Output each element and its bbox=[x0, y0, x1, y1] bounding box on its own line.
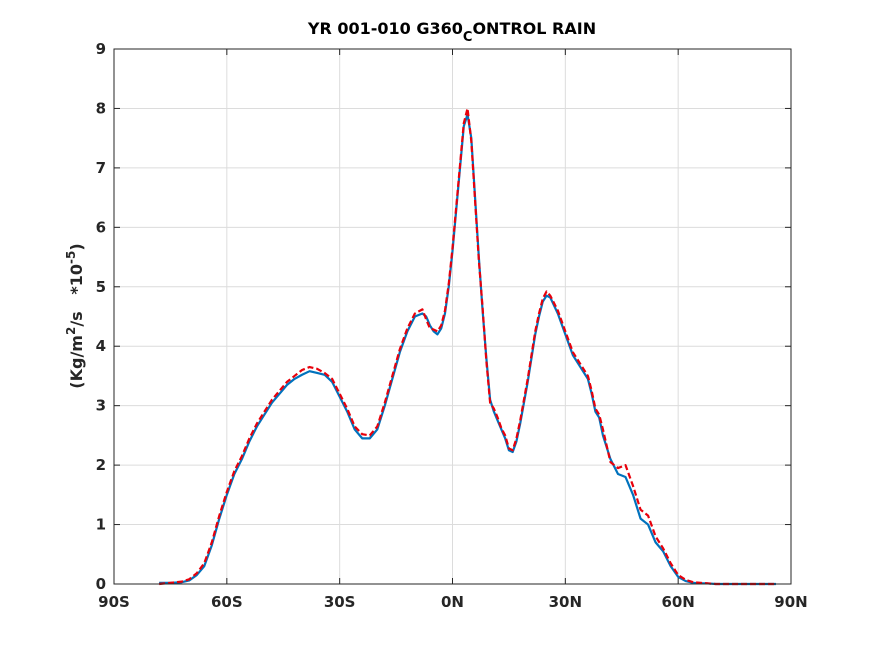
y-tick-label: 5 bbox=[96, 278, 106, 296]
y-tick-label: 1 bbox=[96, 516, 106, 534]
ylabel-suffix: ) bbox=[67, 243, 86, 250]
ticks: 90S 60S 30S 0N 30N 60N 90N 0 1 2 3 4 5 6 7 8 9 bbox=[96, 40, 808, 611]
x-tick-label: 90N bbox=[774, 593, 807, 611]
title-subscript: C bbox=[463, 30, 473, 45]
y-tick-label: 2 bbox=[96, 456, 106, 474]
title-tail: ONTROL RAIN bbox=[472, 19, 596, 38]
x-tick-label: 30N bbox=[549, 593, 582, 611]
series-layer bbox=[159, 107, 776, 586]
y-tick-label: 7 bbox=[96, 159, 106, 177]
x-tick-label: 60S bbox=[211, 593, 243, 611]
ylabel-exp2: -5 bbox=[64, 251, 78, 264]
y-tick-label: 4 bbox=[96, 337, 106, 355]
y-tick-label: 3 bbox=[96, 397, 106, 415]
y-tick-label: 6 bbox=[96, 218, 106, 236]
y-tick-label: 0 bbox=[96, 575, 106, 593]
y-axis-label: (Kg/m2/s *10-5) bbox=[64, 243, 86, 388]
title-main: YR 001-010 G360 bbox=[307, 19, 463, 38]
y-tick-label: 9 bbox=[96, 40, 106, 58]
y-tick-label: 8 bbox=[96, 99, 106, 117]
chart-title: YR 001-010 G360CONTROL RAIN bbox=[307, 19, 596, 45]
x-tick-label: 90S bbox=[98, 593, 130, 611]
ylabel-exp1: 2 bbox=[64, 327, 78, 335]
x-tick-label: 30S bbox=[324, 593, 356, 611]
series-line-2 bbox=[159, 107, 776, 586]
x-tick-label: 0N bbox=[441, 593, 464, 611]
ylabel-prefix: (Kg/m bbox=[67, 335, 86, 389]
x-tick-label: 60N bbox=[661, 593, 694, 611]
ylabel-mid: /s *10 bbox=[67, 264, 86, 327]
